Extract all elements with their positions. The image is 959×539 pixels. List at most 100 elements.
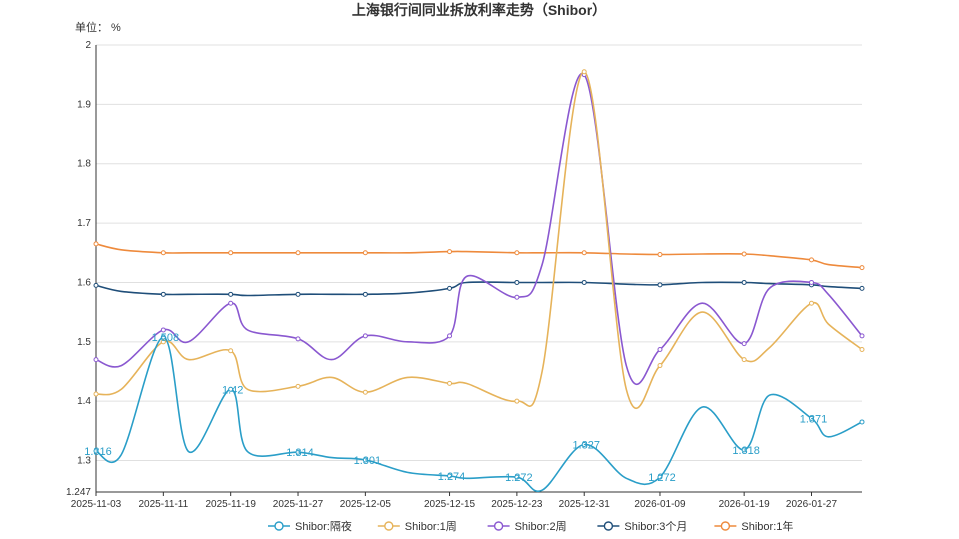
- chart-title: 上海银行间同业拆放利率走势（Shibor）: [352, 2, 606, 18]
- data-label: 1.42: [222, 384, 243, 396]
- x-tick-label: 2026-01-27: [786, 499, 838, 510]
- series-group: [93, 69, 865, 409]
- x-tick-label: 2025-11-03: [71, 499, 122, 510]
- series-point: [657, 474, 663, 480]
- series-group: [93, 279, 865, 297]
- x-tick-label: 2025-12-23: [491, 499, 543, 510]
- series-point: [160, 291, 166, 297]
- series-point: [741, 357, 747, 363]
- series-point: [362, 291, 368, 297]
- series-point: [93, 241, 99, 247]
- data-label: 1.508: [152, 332, 180, 344]
- series-line: [95, 72, 863, 385]
- series-point: [295, 250, 301, 256]
- series-line: [95, 281, 863, 297]
- legend-swatch-marker: [603, 521, 614, 531]
- data-label: 1.371: [800, 413, 828, 425]
- series-point: [514, 279, 520, 285]
- legend-item: Shibor:隔夜: [268, 519, 352, 533]
- series-group: [93, 72, 865, 385]
- series-point: [228, 291, 234, 297]
- unit-label: 单位： %: [75, 20, 121, 34]
- x-tick-label: 2025-11-11: [139, 499, 189, 510]
- series-point: [160, 334, 166, 340]
- x-tick-label: 2025-11-19: [205, 499, 256, 510]
- series-point: [514, 398, 520, 404]
- legend-swatch-marker: [384, 521, 394, 531]
- legend-item: Shibor:2周: [487, 520, 567, 533]
- series-group: [93, 241, 865, 271]
- y-tick-label: 1.6: [77, 277, 91, 288]
- y-tick-label: 1.7: [77, 218, 91, 229]
- data-label: 1.314: [286, 447, 314, 459]
- x-tick-label: 2025-12-15: [424, 499, 476, 510]
- series-point: [808, 279, 814, 285]
- data-label: 1.272: [505, 472, 533, 484]
- legend-label: Shibor:3个月: [624, 520, 687, 533]
- legend-label: Shibor:1周: [405, 520, 457, 533]
- legend-label: Shibor:隔夜: [295, 519, 352, 533]
- series-point: [581, 69, 587, 75]
- series-line: [95, 243, 863, 269]
- series-point: [93, 391, 99, 397]
- data-label: 1.272: [648, 472, 676, 484]
- series-lines: [93, 69, 865, 493]
- series-point: [447, 380, 453, 386]
- x-tick-label: 2025-11-27: [273, 499, 324, 510]
- series-point: [160, 250, 166, 256]
- series-point: [295, 449, 301, 455]
- series-point: [741, 341, 747, 347]
- series-point: [93, 357, 99, 363]
- legend-swatch-marker: [274, 521, 284, 531]
- series-point: [657, 347, 663, 353]
- y-tick-label: 1.3: [77, 456, 91, 467]
- series-group: [93, 334, 865, 493]
- x-tick-label: 2026-01-19: [719, 499, 771, 510]
- legend-label: Shibor:1年: [741, 519, 793, 533]
- series-point: [514, 250, 520, 256]
- data-label: 1.318: [732, 445, 760, 457]
- x-tick-label: 2025-12-31: [559, 499, 611, 510]
- series-point: [447, 333, 453, 339]
- series-point: [295, 291, 301, 297]
- data-label: 1.316: [84, 446, 112, 458]
- series-point: [859, 285, 865, 291]
- y-tick-label: 1.4: [77, 396, 91, 407]
- data-labels: 1.316 1.508 1.42 1.314 1.301 1.274 1.272 1.327 1…: [84, 332, 827, 484]
- y-tick-label-min: 1.247: [66, 487, 91, 498]
- series-line: [95, 336, 863, 493]
- series-point: [447, 285, 453, 291]
- series-point: [808, 415, 814, 421]
- series-point: [859, 347, 865, 353]
- grid: [96, 44, 862, 462]
- x-tick-label: 2026-01-09: [634, 499, 686, 510]
- data-label: 1.274: [438, 471, 466, 483]
- legend-item: Shibor:1年: [714, 519, 793, 533]
- y-tick-label: 1.5: [77, 337, 91, 348]
- series-point: [514, 474, 520, 480]
- series-point: [228, 300, 234, 306]
- series-point: [859, 419, 865, 425]
- series-point: [362, 389, 368, 395]
- y-tick-label: 2: [85, 40, 91, 51]
- series-point: [808, 300, 814, 306]
- series-point: [581, 279, 587, 285]
- series-point: [514, 294, 520, 300]
- series-point: [295, 383, 301, 389]
- series-point: [657, 363, 663, 369]
- data-label: 1.327: [572, 440, 600, 452]
- series-point: [859, 265, 865, 271]
- series-point: [741, 447, 747, 453]
- series-point: [362, 333, 368, 339]
- legend-item: Shibor:3个月: [597, 520, 687, 533]
- series-point: [160, 327, 166, 333]
- series-point: [447, 249, 453, 255]
- legend-swatch-marker: [493, 521, 504, 531]
- y-tick-label: 1.8: [77, 159, 91, 170]
- legend-swatch-marker: [720, 521, 731, 531]
- series-point: [160, 339, 166, 345]
- series-point: [447, 473, 453, 479]
